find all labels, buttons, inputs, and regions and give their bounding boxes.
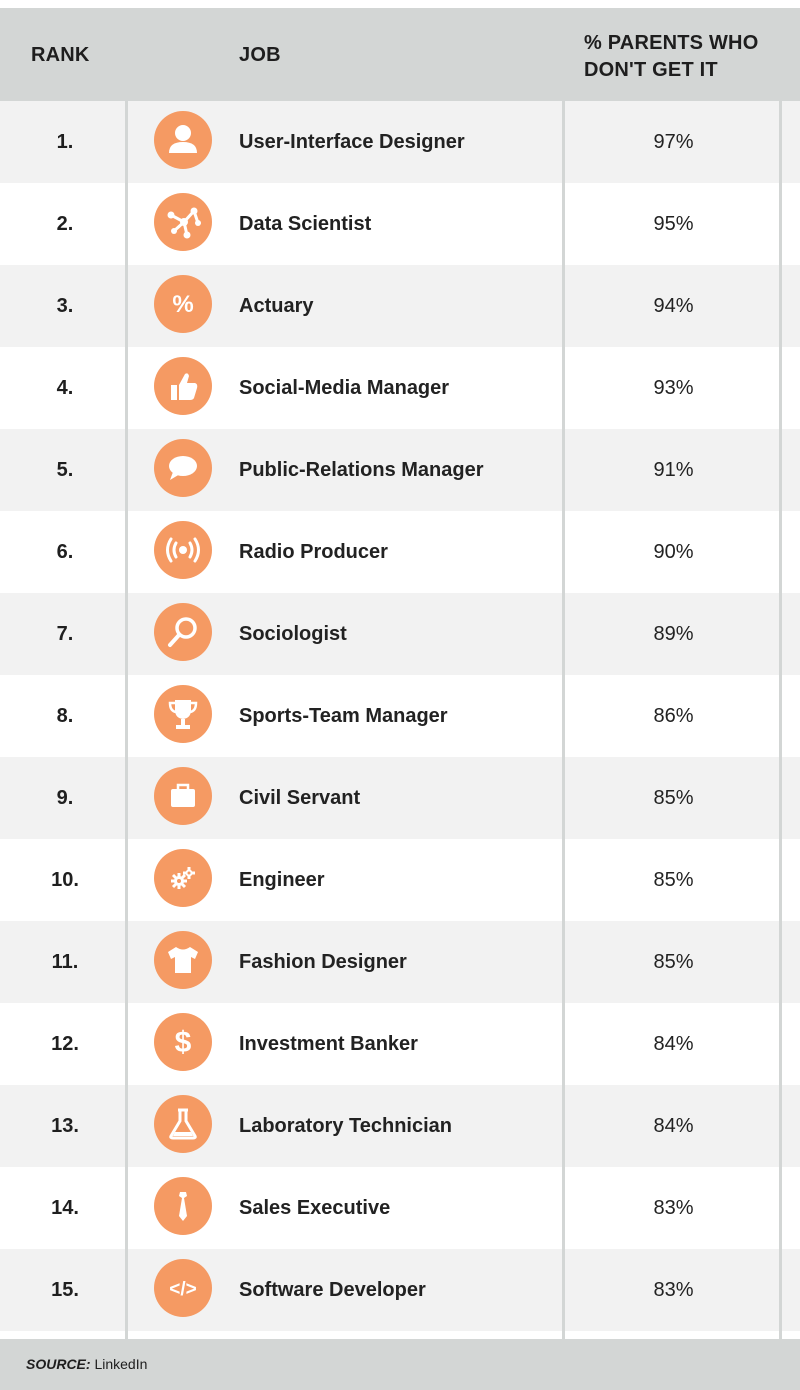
percent-cell: 84% — [653, 1033, 694, 1055]
gears-icon — [154, 849, 212, 907]
table-row: 12. $ Investment Banker 84% — [0, 1003, 800, 1085]
rank-cell: 9. — [56, 787, 74, 809]
source-label: SOURCE: — [26, 1356, 91, 1372]
job-cell: User-Interface Designer — [239, 131, 465, 153]
dollar-icon: $ — [154, 1013, 212, 1071]
speech-bubble-icon — [154, 439, 212, 497]
job-cell: Software Developer — [239, 1279, 426, 1301]
table-row: 8. Sports-Team Manager 86% — [0, 675, 800, 757]
job-cell: Sports-Team Manager — [239, 705, 448, 727]
top-strip — [0, 0, 800, 8]
code-icon: </> — [154, 1259, 212, 1317]
rank-cell: 13. — [51, 1115, 79, 1137]
table-row: 9. Civil Servant 85% — [0, 757, 800, 839]
broadcast-icon — [154, 521, 212, 579]
header-percent-line1: % PARENTS WHO — [584, 32, 759, 54]
table-row: 5. Public-Relations Manager 91% — [0, 429, 800, 511]
table-row: 7. Sociologist 89% — [0, 593, 800, 675]
magnifier-icon — [154, 603, 212, 661]
rank-cell: 2. — [56, 213, 74, 235]
header-percent: % PARENTS WHO DON'T GET IT — [584, 30, 784, 84]
ranking-table: 1. User-Interface Designer 97% 2. Data Scien… — [0, 101, 800, 1339]
rank-cell: 15. — [51, 1279, 79, 1301]
job-cell: Investment Banker — [239, 1033, 418, 1055]
job-cell: Public-Relations Manager — [239, 459, 484, 481]
source-note: SOURCE: LinkedIn — [26, 1356, 147, 1372]
rank-cell: 4. — [56, 377, 74, 399]
percent-cell: 85% — [653, 869, 694, 891]
rank-cell: 11. — [51, 951, 79, 973]
rank-cell: 12. — [51, 1033, 79, 1055]
percent-cell: 85% — [653, 787, 694, 809]
job-cell: Radio Producer — [239, 541, 388, 563]
rank-cell: 6. — [56, 541, 74, 563]
percent-cell: 93% — [653, 377, 694, 399]
column-divider-1 — [125, 101, 128, 1339]
table-row: 6. Radio Producer 90% — [0, 511, 800, 593]
source-value: LinkedIn — [90, 1356, 148, 1372]
tie-icon — [154, 1177, 212, 1235]
percent-cell: 90% — [653, 541, 694, 563]
table-row: 14. Sales Executive 83% — [0, 1167, 800, 1249]
job-cell: Actuary — [239, 295, 314, 317]
percent-cell: 94% — [653, 295, 694, 317]
percent-cell: 97% — [653, 131, 694, 153]
header-percent-line2: DON'T GET IT — [584, 59, 718, 81]
rank-cell: 5. — [56, 459, 74, 481]
briefcase-icon — [154, 767, 212, 825]
rank-cell: 7. — [56, 623, 74, 645]
table-row: 10. Engineer 85% — [0, 839, 800, 921]
job-cell: Engineer — [239, 869, 325, 891]
svg-text:$: $ — [175, 1026, 192, 1059]
job-cell: Sales Executive — [239, 1197, 391, 1219]
table-row: 15. </> Software Developer 83% — [0, 1249, 800, 1331]
percent-icon: % — [154, 275, 212, 333]
trophy-icon — [154, 685, 212, 743]
rank-cell: 10. — [51, 869, 79, 891]
percent-cell: 91% — [653, 459, 694, 481]
percent-cell: 83% — [653, 1197, 694, 1219]
rank-cell: 8. — [56, 705, 74, 727]
flask-icon — [154, 1095, 212, 1153]
table-row: 1. User-Interface Designer 97% — [0, 101, 800, 183]
thumbs-up-icon — [154, 357, 212, 415]
footer: SOURCE: LinkedIn — [0, 1339, 800, 1390]
percent-cell: 95% — [653, 213, 694, 235]
table-header: RANK JOB % PARENTS WHO DON'T GET IT — [0, 8, 800, 101]
job-cell: Sociologist — [239, 623, 347, 645]
job-cell: Laboratory Technician — [239, 1115, 453, 1137]
job-cell: Fashion Designer — [239, 951, 407, 973]
column-divider-3 — [779, 101, 782, 1339]
table-row: 3.% Actuary 94% — [0, 265, 800, 347]
percent-cell: 84% — [653, 1115, 694, 1137]
table-row: 2. Data Scientist 95% — [0, 183, 800, 265]
network-icon — [154, 193, 212, 251]
percent-cell: 85% — [653, 951, 694, 973]
svg-text:%: % — [172, 291, 193, 318]
table-row: 11. Fashion Designer 85% — [0, 921, 800, 1003]
svg-text:</>: </> — [169, 1279, 196, 1300]
table-row: 13. Laboratory Technician 84% — [0, 1085, 800, 1167]
percent-cell: 86% — [653, 705, 694, 727]
rank-cell: 1. — [56, 131, 74, 153]
table-row: 4. Social-Media Manager 93% — [0, 347, 800, 429]
person-icon — [154, 111, 212, 169]
rank-cell: 3. — [56, 295, 74, 317]
header-job: JOB — [239, 44, 281, 66]
column-divider-2 — [562, 101, 565, 1339]
percent-cell: 83% — [653, 1279, 694, 1301]
header-rank: RANK — [31, 44, 90, 66]
rank-cell: 14. — [51, 1197, 79, 1219]
job-cell: Social-Media Manager — [239, 377, 450, 399]
job-cell: Civil Servant — [239, 787, 361, 809]
percent-cell: 89% — [653, 623, 694, 645]
tshirt-icon — [154, 931, 212, 989]
job-cell: Data Scientist — [239, 213, 372, 235]
